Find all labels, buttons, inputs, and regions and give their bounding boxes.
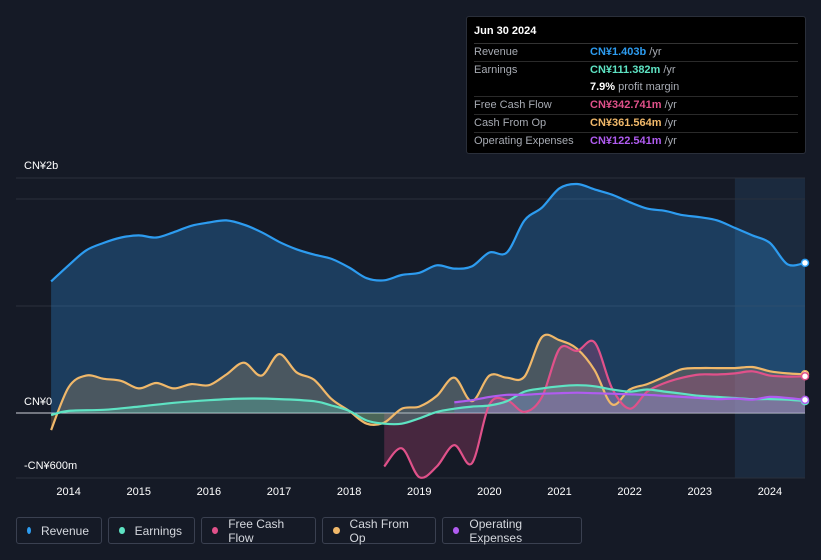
x-tick-label: 2020 [477, 486, 501, 498]
tooltip-unit: /yr [664, 135, 677, 147]
tooltip-unit: profit margin [618, 81, 680, 93]
x-tick-label: 2017 [267, 486, 291, 498]
x-tick-label: 2023 [688, 486, 712, 498]
tooltip-row-revenue: Revenue CN¥1.403b /yr [474, 44, 798, 62]
tooltip-row-operating-expenses: Operating Expenses CN¥122.541m /yr [474, 133, 798, 150]
cash-from-op-dot-icon [333, 527, 340, 534]
y-label-top: CN¥2b [24, 160, 59, 172]
legend-label: Operating Expenses [469, 516, 523, 545]
tooltip-value: CN¥1.403b [590, 46, 647, 58]
tooltip-value: CN¥111.382m [590, 64, 661, 76]
x-tick-label: 2021 [547, 486, 571, 498]
operating-expenses-line [454, 391, 806, 404]
x-tick-label: 2016 [197, 486, 221, 498]
tooltip-row-profit-margin: 7.9% profit margin [474, 79, 798, 97]
tooltip-label: Cash From Op [474, 117, 547, 129]
x-tick-label: 2014 [56, 486, 80, 498]
y-label-zero: CN¥0 [24, 396, 53, 408]
tooltip: Jun 30 2024 Revenue CN¥1.403b /yr Earnin… [466, 16, 806, 154]
cash-from-op-line [50, 333, 806, 431]
legend: Revenue Earnings Free Cash Flow Cash Fro… [16, 516, 582, 545]
cash-from-op-area [51, 334, 806, 431]
legend-label: Cash From Op [349, 516, 409, 545]
y-label-bottom: -CN¥600m [24, 460, 78, 472]
operating-expenses-endpoint [800, 395, 810, 405]
tooltip-value: CN¥342.741m [590, 99, 662, 111]
revenue-area [51, 183, 806, 413]
revenue-dot-icon [27, 527, 31, 534]
legend-cash-from-op[interactable]: Cash From Op [322, 516, 436, 545]
tooltip-unit: /yr [664, 99, 677, 111]
revenue-line [50, 182, 806, 283]
legend-label: Revenue [40, 523, 89, 538]
x-tick-label: 2022 [617, 486, 641, 498]
tooltip-unit: /yr [663, 64, 676, 76]
tooltip-date: Jun 30 2024 [474, 25, 798, 44]
free-cash-flow-dot-icon [212, 527, 219, 534]
forecast-region [734, 178, 805, 478]
x-tick-label: 2019 [407, 486, 431, 498]
tooltip-label: Operating Expenses [474, 135, 574, 147]
tooltip-label [474, 79, 590, 96]
tooltip-label: Revenue [474, 46, 519, 58]
earnings-line [50, 384, 806, 426]
legend-earnings[interactable]: Earnings [108, 517, 195, 544]
tooltip-label: Earnings [474, 64, 518, 76]
tooltip-unit: /yr [664, 117, 677, 129]
tooltip-row-free-cash-flow: Free Cash Flow CN¥342.741m /yr [474, 97, 798, 115]
free-cash-flow-endpoint [800, 372, 810, 381]
tooltip-value: 7.9% [590, 81, 616, 93]
legend-label: Free Cash Flow [228, 516, 285, 545]
operating-expenses-dot-icon [453, 527, 460, 534]
legend-label: Earnings [134, 523, 182, 538]
x-tick-label: 2018 [337, 486, 361, 498]
x-tick-label: 2024 [758, 486, 782, 498]
free-cash-flow-line [383, 339, 806, 479]
tooltip-value: CN¥122.541m [590, 135, 662, 147]
tooltip-value: CN¥361.564m [590, 117, 662, 129]
tooltip-unit: /yr [649, 46, 662, 58]
legend-free-cash-flow[interactable]: Free Cash Flow [201, 516, 316, 545]
tooltip-row-earnings: Earnings CN¥111.382m /yr [474, 62, 798, 79]
earnings-dot-icon [119, 527, 125, 534]
tooltip-row-cash-from-op: Cash From Op CN¥361.564m /yr [474, 115, 798, 133]
x-tick-label: 2015 [126, 486, 150, 498]
revenue-endpoint [800, 258, 810, 268]
legend-operating-expenses[interactable]: Operating Expenses [442, 516, 582, 545]
legend-revenue[interactable]: Revenue [16, 517, 102, 544]
tooltip-label: Free Cash Flow [474, 99, 552, 111]
